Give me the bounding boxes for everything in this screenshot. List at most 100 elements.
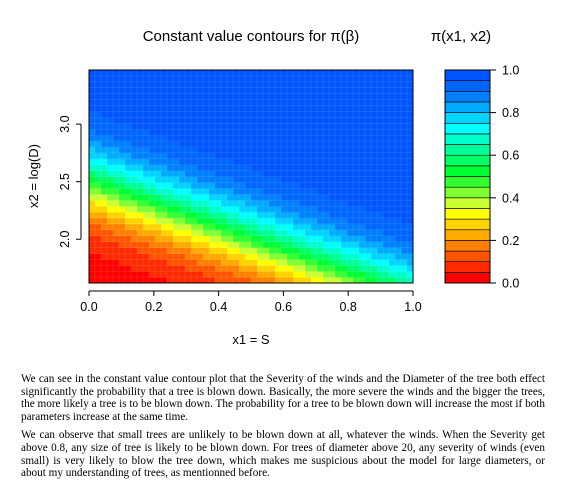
contour-cell — [221, 99, 228, 106]
contour-cell — [215, 105, 222, 112]
contour-cell — [281, 170, 288, 177]
contour-cell — [293, 259, 300, 266]
contour-cell — [221, 176, 228, 183]
contour-cell — [125, 70, 132, 77]
contour-cell — [89, 75, 96, 83]
contour-cell — [311, 152, 318, 160]
contour-cell — [125, 247, 132, 254]
contour-cell — [131, 99, 138, 106]
contour-cell — [371, 194, 378, 201]
contour-cell — [353, 152, 360, 160]
contour-cell — [401, 117, 408, 124]
contour-cell — [269, 229, 276, 237]
contour-cell — [377, 152, 384, 160]
contour-cell — [401, 194, 408, 201]
contour-cell — [305, 176, 312, 183]
contour-cell — [257, 99, 264, 106]
contour-cell — [407, 141, 413, 148]
contour-cell — [239, 212, 246, 219]
contour-cell — [101, 253, 108, 260]
contour-cell — [227, 212, 234, 219]
contour-cell — [353, 117, 360, 124]
contour-cell — [227, 164, 234, 171]
colorbar-swatch — [444, 122, 491, 135]
contour-cell — [131, 129, 138, 136]
contour-cell — [341, 188, 348, 195]
contour-cell — [329, 135, 336, 142]
contour-cell — [263, 194, 270, 201]
contour-cell — [353, 223, 360, 231]
colorbar-swatch — [444, 197, 491, 209]
contour-cell — [179, 99, 186, 106]
contour-cell — [119, 223, 126, 231]
contour-cell — [167, 152, 174, 160]
contour-cell — [245, 194, 252, 201]
contour-cell — [233, 135, 240, 142]
contour-cell — [239, 99, 246, 106]
contour-cell — [407, 206, 413, 213]
contour-cell — [269, 241, 276, 248]
contour-cell — [359, 265, 366, 272]
contour-cell — [305, 93, 312, 100]
contour-cell — [293, 223, 300, 231]
contour-cell — [89, 212, 96, 219]
contour-cell — [347, 200, 354, 207]
contour-cell — [125, 152, 132, 160]
contour-cell — [107, 182, 114, 189]
contour-cell — [317, 123, 324, 130]
contour-cell — [143, 123, 150, 130]
contour-cell — [155, 123, 162, 130]
contour-cell — [197, 253, 204, 260]
contour-cell — [197, 217, 204, 225]
contour-cell — [353, 135, 360, 142]
contour-cell — [389, 265, 396, 272]
contour-cell — [137, 93, 144, 100]
contour-cell — [341, 146, 348, 154]
contour-cell — [185, 75, 192, 83]
contour-cell — [137, 141, 144, 148]
contour-cell — [239, 81, 246, 89]
contour-cell — [227, 182, 234, 189]
contour-cell — [119, 229, 126, 237]
contour-cell — [203, 105, 210, 112]
contour-cell — [125, 229, 132, 237]
contour-cell — [125, 212, 132, 219]
contour-cell — [209, 111, 216, 118]
contour-cell — [323, 141, 330, 148]
contour-cell — [203, 194, 210, 201]
contour-cell — [323, 75, 330, 83]
contour-cell — [161, 87, 168, 95]
contour-cell — [281, 70, 288, 77]
contour-cell — [311, 123, 318, 130]
contour-cell — [107, 129, 114, 136]
contour-cell — [335, 188, 342, 195]
contour-cell — [347, 253, 354, 260]
contour-cell — [251, 111, 258, 118]
contour-cell — [155, 271, 162, 278]
contour-cell — [227, 200, 234, 207]
contour-cell — [371, 229, 378, 237]
contour-cell — [287, 271, 294, 278]
colorbar-tick-label: 0.8 — [502, 106, 519, 120]
contour-cell — [299, 117, 306, 124]
contour-cell — [323, 182, 330, 189]
contour-cell — [209, 164, 216, 171]
contour-cell — [377, 271, 384, 278]
contour-cell — [407, 129, 413, 136]
contour-cell — [353, 70, 360, 77]
contour-cell — [89, 123, 96, 130]
contour-cell — [113, 123, 120, 130]
contour-cell — [95, 123, 102, 130]
contour-cell — [143, 146, 150, 154]
contour-cell — [299, 105, 306, 112]
contour-cell — [185, 206, 192, 213]
contour-cell — [245, 235, 252, 242]
contour-cell — [281, 200, 288, 207]
contour-cell — [305, 141, 312, 148]
contour-cell — [257, 170, 264, 177]
contour-cell — [359, 146, 366, 154]
contour-cell — [227, 135, 234, 142]
contour-cell — [143, 271, 150, 278]
contour-cell — [185, 70, 192, 77]
contour-cell — [341, 223, 348, 231]
